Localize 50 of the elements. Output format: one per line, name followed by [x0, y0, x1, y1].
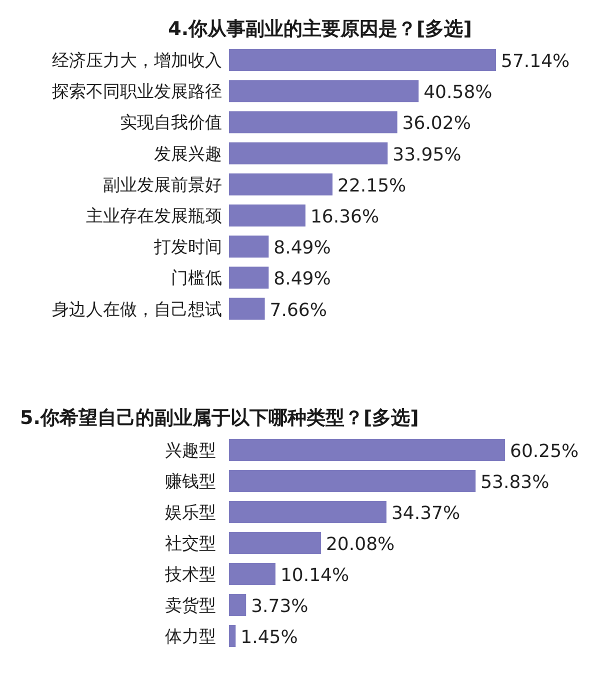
bar [229, 298, 265, 320]
y-tick-label: 门槛低 [171, 268, 222, 289]
y-tick-label: 体力型 [165, 627, 216, 647]
y-tick-label: 发展兴趣 [154, 144, 222, 164]
bar [229, 439, 505, 461]
data-label: 33.95% [392, 144, 462, 166]
y-tick-label: 实现自我价值 [120, 113, 222, 134]
data-label: 3.73% [251, 596, 308, 617]
data-label: 53.83% [480, 472, 550, 493]
data-label: 7.66% [270, 300, 327, 321]
data-label: 40.58% [424, 82, 492, 104]
data-label: 8.49% [274, 238, 331, 259]
bar [229, 204, 306, 226]
bar [229, 501, 386, 523]
bar [229, 532, 321, 554]
bar [229, 236, 269, 258]
data-label: 1.45% [240, 627, 298, 648]
y-tick-label: 身边人在做，自己想试 [52, 300, 222, 320]
bar [229, 266, 269, 289]
bar [229, 173, 332, 196]
y-tick-label: 兴趣型 [165, 441, 216, 461]
y-tick-label: 赚钱型 [165, 472, 216, 492]
data-label: 16.36% [310, 206, 380, 228]
y-tick-label: 探索不同职业发展路径 [52, 82, 222, 102]
data-label: 36.02% [402, 113, 471, 134]
data-label: 10.14% [280, 565, 350, 586]
bar [229, 142, 388, 164]
bar [229, 111, 398, 134]
chart-title: 4.你从事副业的主要原因是？[多选] [168, 18, 472, 40]
y-tick-label: 卖货型 [165, 596, 216, 616]
data-label: 60.25% [510, 441, 579, 462]
data-label: 8.49% [274, 268, 331, 290]
y-tick-label: 娱乐型 [165, 503, 216, 523]
y-tick-label: 社交型 [165, 534, 216, 554]
y-tick-label: 主业存在发展瓶颈 [86, 206, 222, 226]
y-tick-label: 副业发展前景好 [103, 175, 222, 196]
data-label: 34.37% [391, 503, 460, 524]
y-tick-label: 打发时间 [153, 238, 222, 258]
data-label: 22.15% [338, 175, 406, 196]
data-label: 57.14% [501, 51, 570, 72]
bar [229, 470, 476, 492]
bar [229, 49, 496, 71]
bar [229, 563, 276, 585]
data-label: 20.08% [326, 534, 395, 555]
y-tick-label: 技术型 [164, 565, 216, 585]
chart-title: 5.你希望自己的副业属于以下哪种类型？[多选] [20, 407, 419, 429]
bar [229, 625, 236, 647]
bar [229, 80, 419, 102]
y-tick-label: 经济压力大，增加收入 [52, 51, 222, 71]
bar [229, 594, 246, 616]
